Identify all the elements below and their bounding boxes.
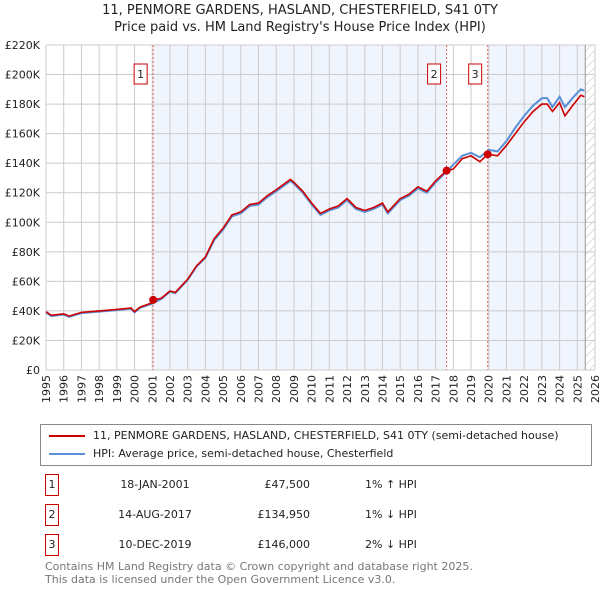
legend: 11, PENMORE GARDENS, HASLAND, CHESTERFIE… [40,424,592,466]
y-tick-label: £200K [5,69,41,82]
x-tick-label: 2001 [146,375,159,403]
x-tick-label: 2016 [412,375,425,403]
x-tick-label: 2018 [447,375,460,403]
sale-hpi: 1% ↑ HPI [365,478,417,491]
sale-point [483,150,492,159]
sale-row: 3 10-DEC-2019 £146,000 2% ↓ HPI [45,534,445,556]
x-tick-label: 2011 [323,375,336,403]
sale-price: £146,000 [257,538,311,551]
x-tick-label: 2005 [217,375,230,403]
x-tick-label: 2013 [359,375,372,403]
x-tick-label: 1997 [75,375,88,403]
sale-number: 3 [45,534,59,556]
sale-price: £134,950 [257,508,311,521]
y-tick-label: £160K [5,128,41,141]
y-tick-label: £20K [12,334,41,347]
x-tick-label: 2002 [164,375,177,403]
x-tick-label: 2017 [430,375,443,403]
x-tick-label: 2010 [306,375,319,403]
chart-subtitle: Price paid vs. HM Land Registry's House … [114,20,486,35]
x-tick-label: 2019 [465,375,478,403]
sale-row: 2 14-AUG-2017 £134,950 1% ↓ HPI [45,504,445,526]
legend-red-swatch [49,435,85,437]
sale-date: 14-AUG-2017 [118,508,192,521]
y-tick-label: £180K [5,98,41,111]
sale-marker-box [427,63,442,85]
sale-number: 2 [45,504,59,526]
x-tick-label: 2025 [571,375,584,403]
forecast-hatch [585,45,595,370]
sale-hpi: 2% ↓ HPI [365,538,417,551]
legend-blue-label: HPI: Average price, semi-detached house,… [93,447,394,460]
x-tick-label: 1999 [111,375,124,403]
x-tick-label: 2023 [536,375,549,403]
x-tick-label: 2020 [483,375,496,403]
x-tick-label: 2009 [288,375,301,403]
sale-marker-label: 1 [137,68,144,81]
y-tick-label: £100K [5,216,41,229]
sale-row: 1 18-JAN-2001 £47,500 1% ↑ HPI [45,474,445,496]
footer-line1: Contains HM Land Registry data © Crown c… [45,560,473,573]
legend-red-label: 11, PENMORE GARDENS, HASLAND, CHESTERFIE… [93,429,559,442]
sale-marker-box [468,63,483,85]
y-tick-label: £220K [5,39,41,52]
y-tick-label: £80K [12,246,41,259]
sale-marker-box [133,63,148,85]
x-tick-label: 1998 [93,375,106,403]
x-tick-label: 2000 [129,375,142,403]
sale-hpi: 1% ↓ HPI [365,508,417,521]
x-tick-label: 2014 [376,375,389,403]
x-tick-label: 2024 [554,375,567,403]
x-tick-label: 2012 [341,375,354,403]
chart-title: 11, PENMORE GARDENS, HASLAND, CHESTERFIE… [102,3,498,18]
x-tick-label: 2021 [500,375,513,403]
chart: 1995 1996 1997 1998 1999 2000 2001 2002 2003 2004… [5,39,600,403]
footer: Contains HM Land Registry data © Crown c… [45,560,473,586]
x-tick-label: 2006 [235,375,248,403]
legend-blue-swatch [49,453,85,455]
x-tick-label: 2015 [394,375,407,403]
sale-point [149,295,158,304]
y-tick-label: £60K [12,275,41,288]
y-tick-label: £0 [26,364,40,377]
x-tick-label: 2003 [182,375,195,403]
x-tick-label: 1996 [58,375,71,403]
x-tick-label: 2007 [253,375,266,403]
x-tick-label: 1995 [40,375,53,403]
sale-number: 1 [45,474,59,496]
x-tick-label: 2008 [270,375,283,403]
sale-price: £47,500 [264,478,311,491]
owned-period-shade [153,45,447,370]
footer-line2: This data is licensed under the Open Gov… [45,573,396,586]
sale-marker-label: 2 [431,68,438,81]
y-tick-label: £120K [5,187,41,200]
sale-date: 10-DEC-2019 [118,538,192,551]
y-tick-label: £140K [5,157,41,170]
x-tick-label: 2026 [589,375,600,403]
sale-marker-label: 3 [472,68,479,81]
x-tick-label: 2004 [199,375,212,403]
x-tick-label: 2022 [518,375,531,403]
sale-date: 18-JAN-2001 [120,478,190,491]
owned-period-shade [487,45,586,370]
y-tick-label: £40K [12,305,41,318]
sale-point [442,166,451,175]
